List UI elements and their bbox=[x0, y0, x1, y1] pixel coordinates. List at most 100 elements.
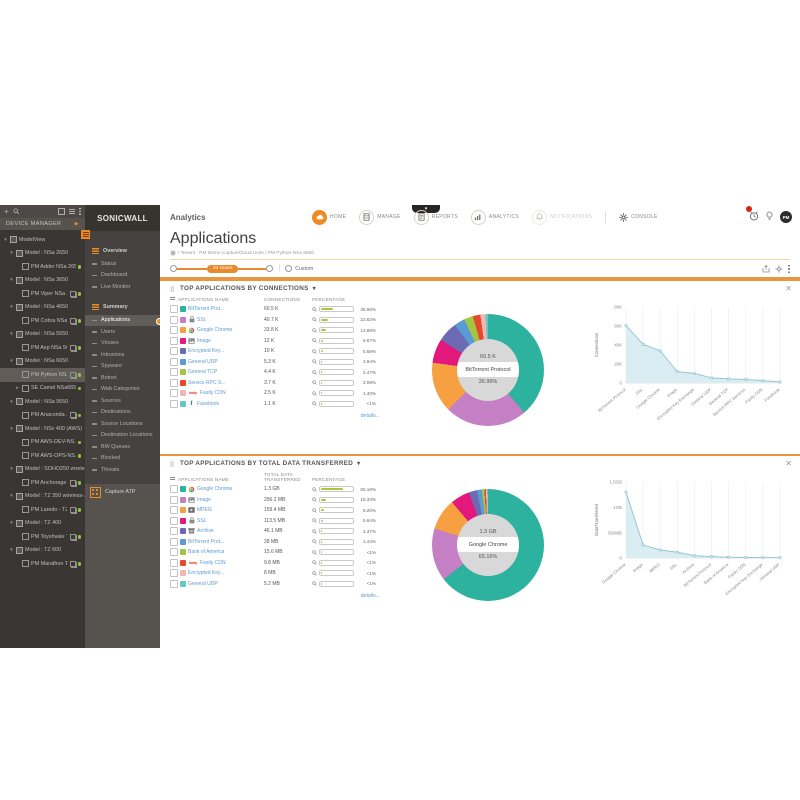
magnifier-icon[interactable] bbox=[312, 539, 317, 544]
app-name-link[interactable]: Service RPC S... bbox=[188, 379, 226, 386]
sidebar-item-bw-queues[interactable]: BW Queues bbox=[85, 441, 160, 453]
tree-item[interactable]: ▾ Model : NSa 9650 bbox=[0, 395, 85, 409]
app-name-link[interactable]: General UDP bbox=[188, 358, 218, 365]
kebab-menu-icon[interactable] bbox=[79, 208, 81, 215]
chevron-down-icon[interactable]: ▾ bbox=[10, 250, 13, 257]
tree-item[interactable]: PM Adder NSa 2650 bbox=[0, 260, 85, 274]
row-checkbox[interactable] bbox=[170, 569, 178, 578]
drag-grid-icon[interactable] bbox=[170, 285, 176, 292]
nav-analytics[interactable]: ANALYTICS bbox=[470, 209, 519, 225]
row-checkbox[interactable] bbox=[170, 378, 178, 387]
drag-grid-icon[interactable] bbox=[170, 460, 176, 467]
tree-item[interactable]: ▾ Model : SOHO250 wirele... bbox=[0, 463, 85, 477]
row-checkbox[interactable] bbox=[170, 495, 178, 504]
row-checkbox[interactable] bbox=[170, 485, 178, 494]
slider-track[interactable] bbox=[238, 267, 267, 270]
app-name-link[interactable]: SSL bbox=[197, 316, 207, 323]
gear-icon[interactable] bbox=[170, 250, 176, 256]
app-name-link[interactable]: Archive bbox=[197, 528, 214, 535]
sidebar-item-web-categories[interactable]: Web Categories bbox=[85, 384, 160, 396]
sidebar-item-destinations[interactable]: Destinations bbox=[85, 407, 160, 419]
chevron-down-icon[interactable]: ▾ bbox=[10, 277, 13, 284]
row-checkbox[interactable] bbox=[170, 537, 178, 546]
chevron-down-icon[interactable]: ▾ bbox=[10, 398, 13, 405]
app-name-link[interactable]: Facebook bbox=[197, 400, 219, 407]
magnifier-icon[interactable] bbox=[312, 581, 317, 586]
chevron-down-icon[interactable]: ▾ bbox=[10, 547, 13, 554]
app-name-link[interactable]: General TCP bbox=[188, 369, 218, 376]
nav-manage[interactable]: MANAGE bbox=[359, 209, 400, 225]
magnifier-icon[interactable] bbox=[312, 571, 317, 576]
tree-item[interactable]: ▾ Model : NSv 400 (AWS) bbox=[0, 422, 85, 436]
row-checkbox[interactable] bbox=[170, 357, 178, 366]
app-name-link[interactable]: Google Chrome bbox=[197, 486, 233, 493]
user-avatar[interactable]: PM bbox=[780, 211, 792, 223]
sidebar-item-applications[interactable]: Applications bbox=[85, 314, 163, 326]
sidebar-item-dashboard[interactable]: Dashboard bbox=[85, 270, 160, 282]
chevron-down-icon[interactable]: ▾ bbox=[10, 466, 13, 473]
tree-item[interactable]: ▾ Model : TZ 400 bbox=[0, 517, 85, 531]
magnifier-icon[interactable] bbox=[312, 349, 317, 354]
row-checkbox[interactable] bbox=[170, 347, 178, 356]
nav-console[interactable]: CONSOLE bbox=[619, 212, 658, 222]
row-checkbox[interactable] bbox=[170, 399, 178, 408]
row-checkbox[interactable] bbox=[170, 579, 178, 588]
panel-header[interactable]: TOP APPLICATIONS BY TOTAL DATA TRANSFERR… bbox=[170, 460, 790, 467]
tree-item[interactable]: PM Marathon T... bbox=[0, 557, 85, 571]
tree-item[interactable]: ▾ Model : NSa 2650 bbox=[0, 247, 85, 261]
sidebar-item-intrusions[interactable]: Intrusions bbox=[85, 349, 160, 361]
kebab-menu-icon[interactable] bbox=[788, 264, 790, 273]
slider-track[interactable] bbox=[177, 267, 207, 270]
magnifier-icon[interactable] bbox=[312, 529, 317, 534]
app-name-link[interactable]: Encrypted Key... bbox=[188, 570, 225, 577]
sidebar-item-sources[interactable]: Sources bbox=[85, 395, 160, 407]
magnifier-icon[interactable] bbox=[312, 391, 317, 396]
sidebar-item-capture-atp[interactable]: Capture ATP bbox=[85, 484, 160, 501]
nav-reports[interactable]: REPORTS bbox=[413, 209, 458, 225]
row-checkbox[interactable] bbox=[170, 326, 178, 335]
row-checkbox[interactable] bbox=[170, 558, 178, 567]
magnifier-icon[interactable] bbox=[312, 518, 317, 523]
app-name-link[interactable]: Image bbox=[197, 496, 211, 503]
sidebar-item-destination-locations[interactable]: Destination Locations bbox=[85, 430, 160, 442]
copy-icon[interactable] bbox=[58, 208, 65, 215]
row-checkbox[interactable] bbox=[170, 389, 178, 398]
chevron-down-icon[interactable]: ▾ bbox=[312, 286, 316, 292]
magnifier-icon[interactable] bbox=[312, 328, 317, 333]
slider-handle-end[interactable] bbox=[266, 265, 274, 272]
sidebar-item-live-monitor[interactable]: Live Monitor bbox=[85, 281, 160, 293]
time-range-pill[interactable]: 24 Hours bbox=[207, 264, 239, 273]
tree-item[interactable]: ▾ Model : NSa 6650 bbox=[0, 355, 85, 369]
chevron-down-icon[interactable]: ▾ bbox=[357, 461, 361, 467]
row-checkbox[interactable] bbox=[170, 336, 178, 345]
chevron-down-icon[interactable]: ▾ bbox=[4, 236, 7, 243]
magnifier-icon[interactable] bbox=[312, 338, 317, 343]
sidebar-item-blocked[interactable]: Blocked bbox=[85, 453, 160, 465]
slider-handle-start[interactable] bbox=[170, 265, 177, 272]
pulldown-tab[interactable]: ▾ bbox=[412, 205, 440, 213]
magnifier-icon[interactable] bbox=[312, 370, 317, 375]
sidebar-item-source-locations[interactable]: Source Locations bbox=[85, 418, 160, 430]
app-name-link[interactable]: BitTorrent Prot... bbox=[188, 306, 225, 313]
chevron-down-icon[interactable]: ▾ bbox=[10, 493, 13, 500]
close-icon[interactable]: ✕ bbox=[785, 284, 792, 293]
tree-item[interactable]: PM Anaconda ... bbox=[0, 409, 85, 423]
details-link[interactable]: details... bbox=[360, 413, 380, 419]
tree-item[interactable]: PM Anchorage ... bbox=[0, 476, 85, 490]
magnifier-icon[interactable] bbox=[312, 497, 317, 502]
app-name-link[interactable]: MPEG bbox=[197, 507, 212, 514]
row-checkbox[interactable] bbox=[170, 305, 178, 314]
chevron-down-icon[interactable]: ▾ bbox=[10, 304, 13, 311]
app-name-link[interactable]: BitTorrent Prot... bbox=[188, 538, 225, 545]
chevron-down-icon[interactable]: ▾ bbox=[10, 520, 13, 527]
sidebar-item-viruses[interactable]: Viruses bbox=[85, 338, 160, 350]
tree-item[interactable]: ▾ Model : NSa 5650 bbox=[0, 328, 85, 342]
nav-notifications[interactable]: NOTIFICATIONS bbox=[532, 209, 592, 225]
close-icon[interactable]: ✕ bbox=[785, 459, 792, 468]
tree-item[interactable]: PM Python NSa... bbox=[0, 368, 85, 382]
tree-item[interactable]: PM Laredo - TZ... bbox=[0, 503, 85, 517]
tree-item[interactable]: ▾ ModelView bbox=[0, 233, 85, 247]
magnifier-icon[interactable] bbox=[312, 359, 317, 364]
nav-home[interactable]: HOME bbox=[312, 209, 346, 225]
sidebar-section-summary[interactable]: Summary bbox=[85, 300, 160, 315]
